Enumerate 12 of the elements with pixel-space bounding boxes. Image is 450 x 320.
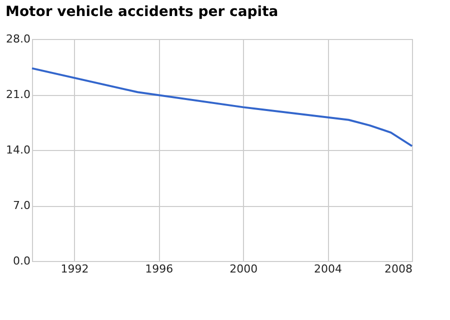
x-tick-label: 1996 [145, 262, 174, 276]
y-tick-label: 7.0 [13, 199, 30, 212]
chart-title: Motor vehicle accidents per capita [6, 4, 278, 20]
x-tick-label: 2008 [384, 262, 412, 276]
y-tick-label: 21.0 [6, 88, 30, 101]
x-tick-label: 2004 [314, 262, 342, 276]
x-tick-label: 2000 [230, 262, 258, 276]
y-tick-label: 14.0 [6, 144, 30, 156]
y-tick-label: 0.0 [13, 254, 30, 268]
x-tick-label: 1992 [60, 262, 89, 276]
line-series [31, 67, 413, 148]
y-tick-label: 28.0 [6, 32, 30, 46]
